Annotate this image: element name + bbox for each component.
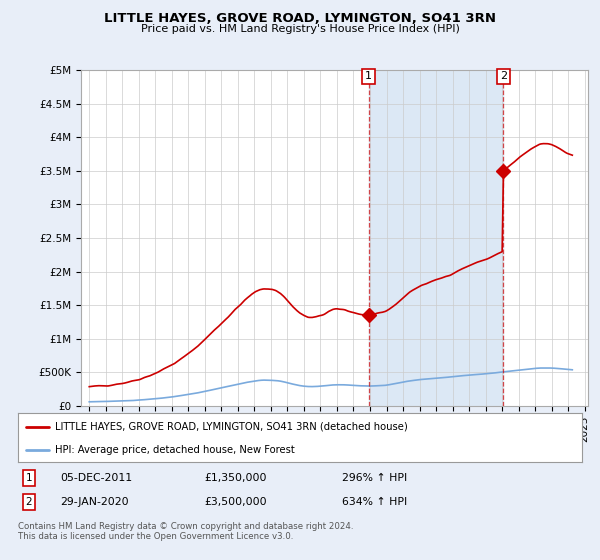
Text: Contains HM Land Registry data © Crown copyright and database right 2024.
This d: Contains HM Land Registry data © Crown c… [18,522,353,542]
Bar [368,70,503,406]
Text: 2: 2 [500,71,507,81]
Text: LITTLE HAYES, GROVE ROAD, LYMINGTON, SO41 3RN (detached house): LITTLE HAYES, GROVE ROAD, LYMINGTON, SO4… [55,422,407,432]
Text: HPI: Average price, detached house, New Forest: HPI: Average price, detached house, New … [55,445,295,455]
Text: 634% ↑ HPI: 634% ↑ HPI [342,497,407,507]
Text: 2: 2 [25,497,32,507]
Text: £1,350,000: £1,350,000 [204,473,266,483]
Text: 296% ↑ HPI: 296% ↑ HPI [342,473,407,483]
Text: LITTLE HAYES, GROVE ROAD, LYMINGTON, SO41 3RN: LITTLE HAYES, GROVE ROAD, LYMINGTON, SO4… [104,12,496,25]
Text: £3,500,000: £3,500,000 [204,497,266,507]
Text: 05-DEC-2011: 05-DEC-2011 [60,473,132,483]
Text: 1: 1 [25,473,32,483]
Text: 1: 1 [365,71,372,81]
Text: Price paid vs. HM Land Registry's House Price Index (HPI): Price paid vs. HM Land Registry's House … [140,24,460,34]
Text: 29-JAN-2020: 29-JAN-2020 [60,497,128,507]
